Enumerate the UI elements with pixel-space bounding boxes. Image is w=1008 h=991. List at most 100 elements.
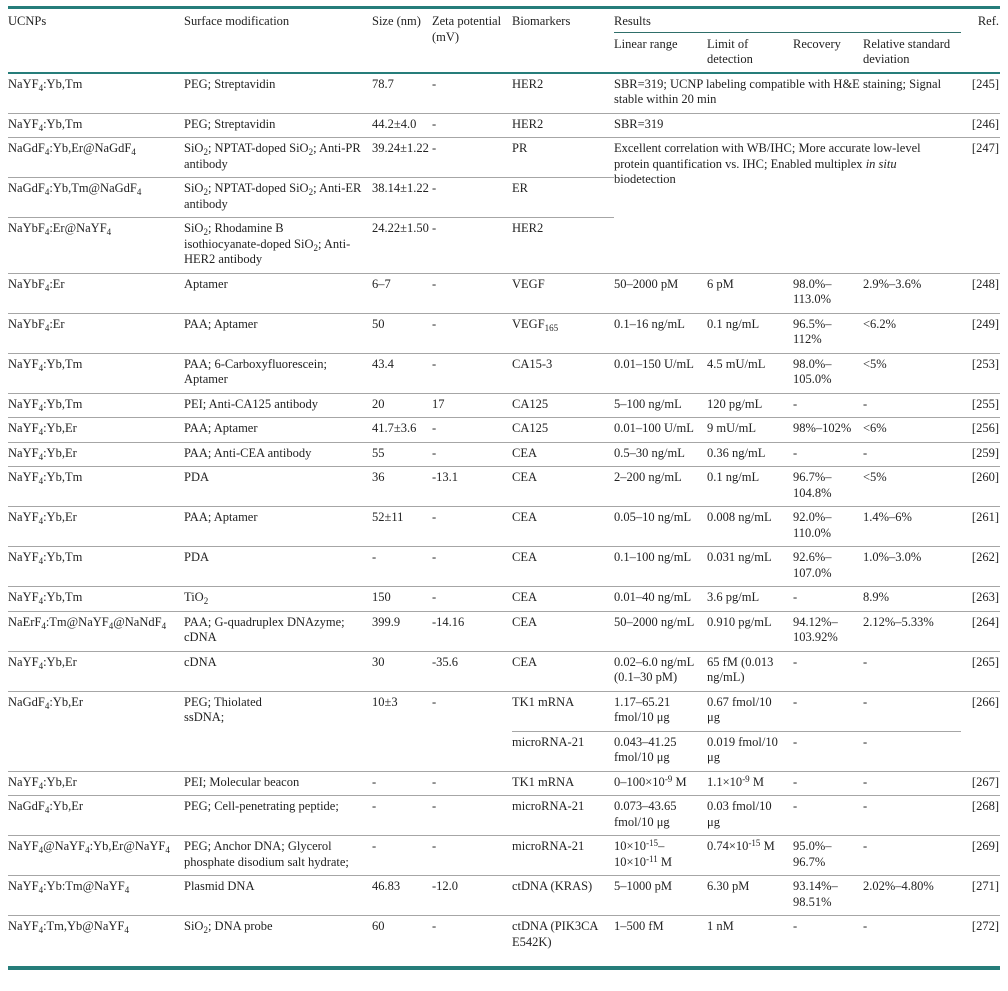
table-cell: 3.6 pg/mL <box>707 586 793 611</box>
column-header: UCNPs <box>8 14 47 28</box>
table-cell: NaYF4:Yb,Tm <box>8 392 184 418</box>
table-cell: NaYF4:Yb,Er <box>8 417 184 442</box>
table-cell: CEA <box>512 650 614 691</box>
table-cell: 43.4 <box>372 352 432 393</box>
results-subheader: Linear range <box>614 36 678 51</box>
table-cell: <5% <box>863 352 961 393</box>
table-cell: - <box>432 795 512 836</box>
table-row: NaGdF4:Yb,Tm@NaGdF4 SiO2; NPTAT-doped SiO… <box>8 177 1000 218</box>
table-cell: - <box>863 835 961 876</box>
table-cell: PEG; Streptavidin <box>184 112 372 138</box>
table-row: microRNA-21 0.043–41.25 fmol/10 μg 0.019 f… <box>8 730 1000 771</box>
ref-citation: [256] <box>961 417 1000 442</box>
table-cell: - <box>793 730 863 771</box>
table-cell: PEG; Streptavidin <box>184 71 372 113</box>
table-row: NaYF4:Yb,Tm PEG; Streptavidin 44.2±4.0- HER… <box>8 112 1000 138</box>
table-cell: - <box>863 730 961 771</box>
table-cell: 0.031 ng/mL <box>707 546 793 587</box>
table-cell: - <box>432 177 512 218</box>
table-cell: 0.1–100 ng/mL <box>614 546 707 587</box>
table-cell: PEG; Thiolated ssDNA; <box>184 690 372 771</box>
ref-citation: [247] <box>961 137 1000 273</box>
table-cell: - <box>432 112 512 138</box>
results-subheader: Limit of detection <box>707 36 753 67</box>
table-row: NaYF4:Yb,Er PAA; Aptamer 41.7±3.6- CA125 0.0… <box>8 417 1000 442</box>
table-cell: 44.2±4.0 <box>372 112 432 138</box>
table-cell: - <box>432 506 512 547</box>
table-cell: VEGF165 <box>512 312 614 353</box>
results-subheader: Relative standard deviation <box>863 36 951 67</box>
table-cell: NaYF4:Yb:Tm@NaYF4 <box>8 875 184 916</box>
table-cell: SiO2; Rhodamine B isothiocyanate-doped S… <box>184 217 372 273</box>
table-cell: 9 mU/mL <box>707 417 793 442</box>
table-cell: microRNA-21 <box>512 835 614 876</box>
table-cell: 1.0%–3.0% <box>863 546 961 587</box>
results-subheader: Recovery <box>793 36 841 51</box>
ref-citation: [271] <box>961 875 1000 916</box>
table-cell: Aptamer <box>184 272 372 313</box>
table-cell: SiO2; NPTAT-doped SiO2; Anti-ER antibody <box>184 177 372 218</box>
table-row: NaYF4:Yb,Tm PEG; Streptavidin 78.7- HER2 SBR… <box>8 71 1000 113</box>
table-cell: 8.9% <box>863 586 961 611</box>
ref-citation: [265] <box>961 650 1000 691</box>
table-cell: 96.5%–112% <box>793 312 863 353</box>
ref-citation: [269] <box>961 835 1000 876</box>
table-cell: NaYF4:Yb,Tm <box>8 71 184 113</box>
table-cell: - <box>432 71 512 113</box>
table-row: NaErF4:Tm@NaYF4@NaNdF4 PAA; G-quadruplex … <box>8 610 1000 651</box>
table-cell: NaYbF4:Er <box>8 272 184 313</box>
table-cell: -13.1 <box>432 466 512 507</box>
table-cell: CEA <box>512 546 614 587</box>
table-cell: CEA <box>512 610 614 651</box>
table-cell: -14.16 <box>432 610 512 651</box>
table-cell: NaGdF4:Yb,Er@NaGdF4 <box>8 137 184 178</box>
table-cell: NaYF4:Yb,Er <box>8 770 184 796</box>
table-cell: NaGdF4:Yb,Er <box>8 690 184 771</box>
table-cell: PR <box>512 137 614 178</box>
table-cell: microRNA-21 <box>512 795 614 836</box>
table-cell: 1–500 fM <box>614 915 707 968</box>
table-cell: 0.5–30 ng/mL <box>614 441 707 467</box>
table-cell: NaErF4:Tm@NaYF4@NaNdF4 <box>8 610 184 651</box>
table-cell: 0.910 pg/mL <box>707 610 793 651</box>
table-row: NaYF4:Yb,Er PAA; Anti-CEA antibody 55- CEA 0… <box>8 441 1000 467</box>
table-cell: 50–2000 ng/mL <box>614 610 707 651</box>
table-cell: CEA <box>512 466 614 507</box>
table-cell: - <box>793 915 863 968</box>
table-cell: - <box>432 586 512 611</box>
table-cell: PEG; Cell-penetrating peptide; <box>184 795 372 836</box>
table-cell: - <box>863 770 961 796</box>
column-header: Size (nm) <box>372 14 421 28</box>
table-cell: 1.4%–6% <box>863 506 961 547</box>
table-row: NaYF4:Yb,Tm TiO2 150- CEA 0.01–40 ng/mL 3.6 p… <box>8 586 1000 611</box>
table-cell: 2–200 ng/mL <box>614 466 707 507</box>
table-cell: 98.0%–105.0% <box>793 352 863 393</box>
table-cell: NaYbF4:Er@NaYF4 <box>8 217 184 273</box>
table-cell: NaYF4:Yb,Tm <box>8 112 184 138</box>
table-cell: - <box>863 690 961 731</box>
ref-citation: [245] <box>961 71 1000 113</box>
table-cell: 399.9 <box>372 610 432 651</box>
table-body: NaYF4:Yb,Tm PEG; Streptavidin 78.7- HER2 SBR… <box>8 71 1000 968</box>
table-cell: 98%–102% <box>793 417 863 442</box>
ref-citation: [249] <box>961 312 1000 353</box>
table-cell: - <box>793 586 863 611</box>
table-row: NaYbF4:Er Aptamer 6–7- VEGF 50–2000 pM 6 pM 98… <box>8 272 1000 313</box>
table-cell: NaYF4@NaYF4:Yb,Er@NaYF4 <box>8 835 184 876</box>
table-cell: 6.30 pM <box>707 875 793 916</box>
ref-citation: [261] <box>961 506 1000 547</box>
table-cell: NaYF4:Yb,Tm <box>8 546 184 587</box>
table-cell: 5–100 ng/mL <box>614 392 707 418</box>
table-cell: 0–100×10-9 M <box>614 770 707 796</box>
table-cell: NaYbF4:Er <box>8 312 184 353</box>
column-header: Biomarkers <box>512 14 571 28</box>
ucnp-biomarker-table: UCNPs Surface modification Size (nm) Zeta p… <box>8 6 1000 970</box>
ref-citation: [263] <box>961 586 1000 611</box>
table-cell: SBR=319; UCNP labeling compatible with H… <box>614 71 961 113</box>
table-cell: HER2 <box>512 112 614 138</box>
table-cell: <5% <box>863 466 961 507</box>
table-cell: - <box>863 441 961 467</box>
table-row: NaYF4:Yb,Er PEI; Molecular beacon - - TK1 mR… <box>8 770 1000 796</box>
table-cell: <6% <box>863 417 961 442</box>
column-header: Surface modification <box>184 14 290 28</box>
